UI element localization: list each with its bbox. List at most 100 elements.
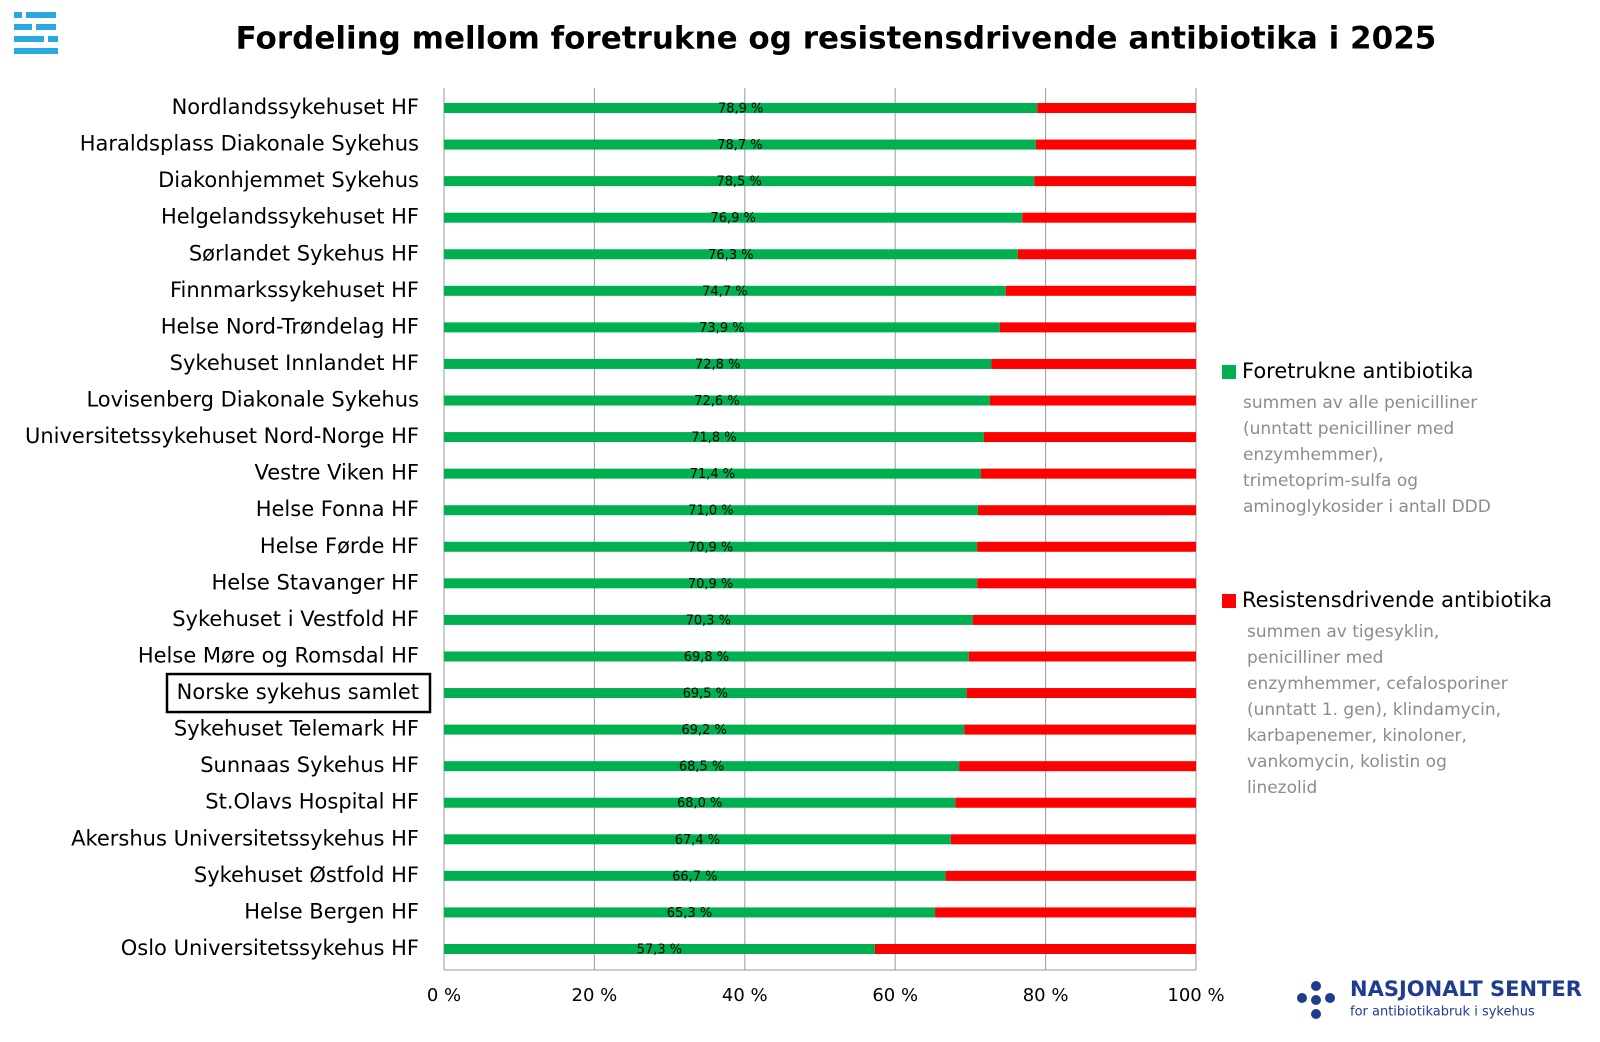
x-tick-label: 100 %	[1167, 985, 1224, 1006]
y-tick-label: Sykehuset Østfold HF	[194, 863, 419, 887]
value-label: 72,6 %	[694, 394, 739, 409]
bar-segment	[959, 761, 1196, 772]
corner-logo	[14, 12, 58, 54]
value-label: 71,4 %	[690, 467, 735, 482]
bar-segment	[444, 944, 875, 954]
highlight-box	[165, 672, 432, 714]
value-label: 66,7 %	[672, 869, 717, 884]
legend-label: Foretrukne antibiotika	[1242, 359, 1474, 383]
bar-segment	[444, 724, 965, 735]
value-label: 78,5 %	[716, 175, 761, 190]
y-tick-label: Sykehuset i Vestfold HF	[172, 607, 419, 631]
y-tick-label: Sørlandet Sykehus HF	[189, 241, 419, 265]
footer-logo: NASJONALT SENTER for antibiotikabruk i s…	[1297, 977, 1582, 1020]
bar-segment	[950, 834, 1196, 845]
bar-segment	[444, 212, 1023, 223]
y-tick-label: Sykehuset Innlandet HF	[170, 351, 419, 375]
value-label: 76,3 %	[708, 248, 753, 263]
value-label: 70,3 %	[686, 613, 731, 628]
bar-segment	[1037, 103, 1196, 113]
bar-segment	[444, 870, 946, 881]
bar-segment	[1005, 285, 1196, 296]
bar-segment	[991, 358, 1196, 369]
value-label: 71,8 %	[691, 431, 736, 446]
x-tick-label: 20 %	[572, 985, 618, 1006]
legend-note: linezolid	[1247, 778, 1317, 798]
bar-segment	[977, 505, 1196, 516]
bar-segment	[1034, 176, 1196, 187]
y-tick-label: Helse Fonna HF	[256, 497, 419, 521]
y-tick-label: Vestre Viken HF	[254, 461, 419, 485]
value-label: 74,7 %	[702, 284, 747, 299]
legend-note: summen av tigesyklin,	[1247, 622, 1439, 642]
bar-segment	[1035, 139, 1196, 150]
bar-segment	[972, 614, 1196, 625]
bar-segment	[1017, 249, 1196, 260]
value-label: 57,3 %	[637, 943, 682, 958]
value-label: 78,9 %	[718, 102, 763, 117]
bar-segment	[444, 395, 990, 406]
bar-segment	[977, 541, 1196, 552]
bar-segment	[999, 322, 1196, 333]
bar-segment	[966, 688, 1196, 699]
value-label: 68,0 %	[677, 796, 722, 811]
bar-segment	[945, 870, 1196, 881]
bar-segment	[444, 358, 992, 369]
chart-title: Fordeling mellom foretrukne og resistens…	[236, 21, 1437, 57]
y-tick-label: Helse Møre og Romsdal HF	[138, 643, 419, 667]
legend-note: vankomycin, kolistin og	[1247, 752, 1447, 772]
x-tick-label: 80 %	[1023, 985, 1069, 1006]
bar-segment	[968, 651, 1196, 662]
bar-segment	[935, 907, 1196, 918]
y-tick-label: Finnmarkssykehuset HF	[170, 278, 419, 302]
y-tick-label: Haraldsplass Diakonale Sykehus	[80, 132, 419, 156]
logo-name: NASJONALT SENTER	[1350, 977, 1582, 1001]
bar-segment	[977, 578, 1196, 589]
y-tick-label: Oslo Universitetssykehus HF	[121, 936, 419, 960]
bar-segment	[444, 761, 960, 772]
value-label: 69,8 %	[684, 650, 729, 665]
legend-note: enzymhemmer),	[1243, 445, 1384, 465]
bar-segment	[444, 468, 981, 479]
y-tick-label: Helse Førde HF	[260, 534, 419, 558]
bar-segment	[444, 614, 973, 625]
bar-segment	[444, 578, 978, 589]
bar-segment	[980, 468, 1196, 479]
y-tick-label: Helse Bergen HF	[244, 899, 419, 923]
legend-note: aminoglykosider i antall DDD	[1243, 497, 1491, 517]
bar-segment	[444, 907, 936, 918]
legend-note: summen av alle penicilliner	[1243, 393, 1477, 413]
value-label: 70,9 %	[688, 577, 733, 592]
y-tick-label: Universitetssykehuset Nord-Norge HF	[25, 424, 419, 448]
value-label: 78,7 %	[717, 138, 762, 153]
y-tick-label: St.Olavs Hospital HF	[205, 790, 419, 814]
y-tick-label: Akershus Universitetssykehus HF	[71, 826, 419, 850]
bar-segment	[955, 797, 1196, 808]
bar-segment	[1022, 212, 1196, 223]
legend-note: enzymhemmer, cefalosporiner	[1247, 674, 1508, 694]
legend-note: (unntatt penicilliner med	[1243, 419, 1454, 439]
legend-note: karbapenemer, kinoloner,	[1247, 726, 1467, 746]
bar-segment	[444, 541, 978, 552]
value-label: 69,5 %	[683, 687, 728, 702]
bar-segment	[989, 395, 1196, 406]
y-tick-label: Helse Stavanger HF	[211, 570, 419, 594]
x-tick-label: 40 %	[722, 985, 768, 1006]
bar-segment	[444, 834, 951, 845]
value-label: 69,2 %	[681, 723, 726, 738]
y-tick-label: Nordlandssykehuset HF	[172, 95, 419, 119]
logo-tagline: for antibiotikabruk i sykehus	[1350, 1005, 1535, 1020]
bar-segment	[983, 432, 1196, 443]
legend-swatch	[1222, 365, 1236, 379]
bar-segment	[444, 432, 984, 443]
bar-segment	[444, 249, 1018, 260]
y-tick-label: Lovisenberg Diakonale Sykehus	[86, 388, 419, 412]
bar-segment	[444, 285, 1006, 296]
legend-label: Resistensdrivende antibiotika	[1242, 588, 1552, 612]
value-label: 72,8 %	[695, 357, 740, 372]
y-tick-label: Diakonhjemmet Sykehus	[158, 168, 419, 192]
bar-segment	[964, 724, 1196, 735]
bar-segment	[444, 505, 978, 516]
bar-segment	[444, 103, 1038, 113]
